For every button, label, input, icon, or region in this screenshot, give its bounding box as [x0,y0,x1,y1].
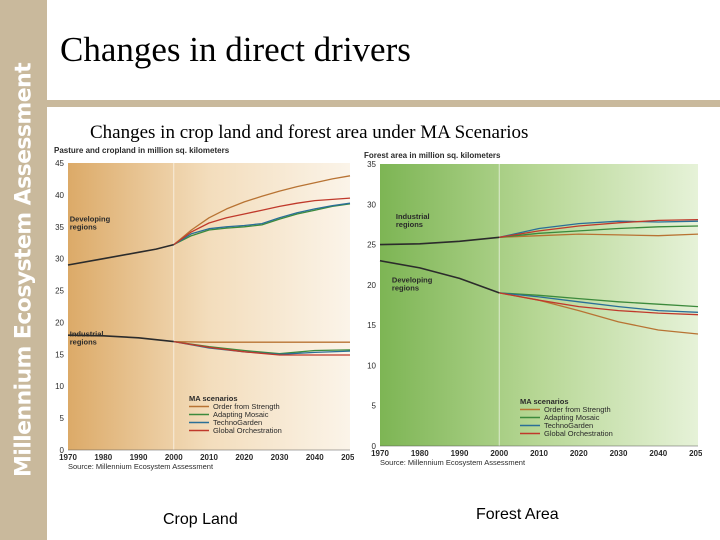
forest-x-tick-label: 2050 [689,449,702,458]
crop-x-tick-label: 2010 [200,453,218,462]
forest-x-tick-label: 1970 [371,449,389,458]
crop-legend-label: Global Orchestration [213,426,282,435]
crop-x-tick-label: 1970 [59,453,77,462]
crop-series-developing-global-orchestration [173,197,351,246]
forest-region-annotation-1: regions [392,283,419,292]
crop-source-note: Source: Millennium Ecosystem Assessment [68,462,214,471]
forest-y-tick-label: 25 [367,241,376,250]
forest-legend-label: Order from Strength [544,405,611,414]
forest-legend-label: TechnoGarden [544,421,593,430]
crop-region-annotation-0: regions [70,223,97,232]
forest-y-tick-label: 35 [367,160,376,169]
crop-region-annotation-0: Developing [70,215,111,224]
crop-series-industrial-global-orchestration [173,340,350,356]
forest-series-industrial-adapting-mosaic [499,225,699,238]
crop-x-tick-label: 1980 [94,453,112,462]
forest-region-annotation-0: regions [396,220,423,229]
brand-logo-text: Millennium Ecosystem Assessment [11,62,36,478]
crop-y-tick-label: 45 [55,159,64,168]
forest-series-developing-technogarden [499,292,699,313]
page-title: Changes in direct drivers [60,30,411,69]
crop-x-tick-label: 2000 [165,453,183,462]
forest-region-annotation-1: Developing [392,275,433,284]
forest-x-tick-label: 2010 [530,449,548,458]
forest-region-annotation-0: Industrial [396,212,430,221]
crop-x-tick-label: 1990 [130,453,148,462]
crop-series-industrial-order-from-strength [173,340,350,343]
forest-series-industrial-order-from-strength [499,233,699,238]
crop-series-developing-order-from-strength [173,175,351,246]
crop-y-tick-label: 30 [55,255,64,264]
forest-legend-title: MA scenarios [520,397,569,406]
crop-y-tick-label: 15 [55,350,64,359]
forest-x-tick-label: 2020 [570,449,588,458]
crop-region-annotation-1: Industrial [70,329,104,338]
crop-series-industrial-regions-historical [67,334,174,343]
cropland-chart: Pasture and cropland in million sq. kilo… [54,146,354,471]
forest-series-industrial-global-orchestration [499,218,699,238]
forest-chart: Forest area in million sq. kilometers 0 5 1… [364,151,702,467]
crop-y-tick-label: 40 [55,191,64,200]
forest-series-industrial-technogarden [499,220,699,238]
crop-legend-label: TechnoGarden [213,418,262,427]
forest-y-tick-label: 5 [372,402,377,411]
crop-y-tick-label: 10 [55,382,64,391]
forest-x-tick-label: 2000 [490,449,508,458]
forest-y-tick-label: 0 [372,442,377,451]
crop-legend-label: Order from Strength [213,402,280,411]
title-divider [47,100,720,107]
crop-chart-title: Pasture and cropland in million sq. kilo… [54,146,230,155]
forest-y-tick-label: 30 [367,200,376,209]
forest-y-tick-label: 20 [367,281,376,290]
forest-y-tick-label: 15 [367,321,376,330]
crop-series-developing-technogarden [173,202,351,246]
forest-plot-background [380,164,698,446]
forest-series-developing-adapting-mosaic [499,292,699,308]
forest-x-tick-label: 1980 [411,449,429,458]
crop-region-annotation-1: regions [70,337,97,346]
crop-series-developing-adapting-mosaic [173,203,351,246]
crop-land-caption: Crop Land [163,511,238,528]
forest-x-tick-label: 1990 [451,449,469,458]
forest-x-tick-label: 2030 [610,449,628,458]
forest-series-industrial-regions-historical [379,236,500,246]
crop-y-tick-label: 20 [55,318,64,327]
crop-y-tick-label: 35 [55,223,64,232]
crop-legend-label: Adapting Mosaic [213,410,269,419]
forest-x-tick-label: 2040 [649,449,667,458]
forest-series-developing-global-orchestration [499,292,699,316]
forest-legend-label: Global Orchestration [544,429,613,438]
brand-sidebar: Millennium Ecosystem Assessment [0,0,47,540]
forest-source-note: Source: Millennium Ecosystem Assessment [380,458,526,467]
crop-series-developing-regions-historical [67,243,174,266]
forest-area-caption: Forest Area [476,506,559,523]
forest-legend-label: Adapting Mosaic [544,413,600,422]
title-band [47,0,720,100]
crop-y-tick-label: 25 [55,287,64,296]
slide-subtitle: Changes in crop land and forest area und… [90,122,529,143]
forest-y-tick-label: 10 [367,361,376,370]
crop-x-tick-label: 2050 [341,453,354,462]
crop-y-tick-label: 0 [60,446,65,455]
crop-x-tick-label: 2030 [271,453,289,462]
crop-legend-title: MA scenarios [189,394,238,403]
crop-x-tick-label: 2020 [235,453,253,462]
forest-series-developing-regions-historical [379,259,500,294]
forest-chart-title: Forest area in million sq. kilometers [364,151,501,160]
crop-y-tick-label: 5 [60,414,65,423]
crop-x-tick-label: 2040 [306,453,324,462]
